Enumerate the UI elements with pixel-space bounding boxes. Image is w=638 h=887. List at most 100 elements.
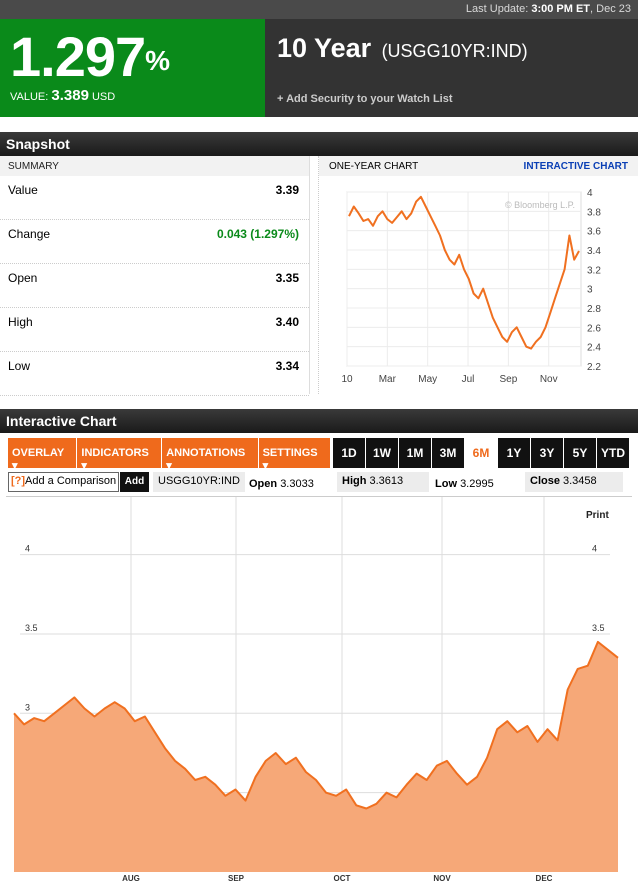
high-label: High: [342, 475, 367, 487]
y-tick-label: 3: [587, 285, 593, 296]
comparison-input[interactable]: [?]Add a Comparison: [8, 472, 119, 492]
range-button-5y[interactable]: 5Y: [564, 438, 597, 468]
one-year-chart: 4 3.8 3.6 3.4 3.2 3 2.8 2.6 2.4 2.2 10 Mar May Jul Sep…: [341, 188, 601, 385]
range-button-6m[interactable]: 6M: [465, 438, 498, 468]
range-button-1w[interactable]: 1W: [366, 438, 399, 468]
add-watchlist-link[interactable]: + Add Security to your Watch List: [277, 93, 453, 105]
x-tick-label: Mar: [379, 374, 397, 385]
price-line: [13, 640, 619, 810]
row-label: High: [8, 315, 33, 329]
security-ticker: (USGG10YR:IND): [381, 41, 528, 61]
summary-row-change: Change 0.043 (1.297%): [0, 220, 309, 264]
open-label: Open: [249, 477, 278, 490]
plot-frame: [346, 191, 582, 367]
x-tick-label: Sep: [499, 374, 517, 385]
security-panel: 10 Year (USGG10YR:IND) + Add Security to…: [265, 19, 638, 117]
snapshot-heading: Snapshot: [0, 132, 638, 156]
row-value: 3.40: [275, 315, 299, 329]
snapshot-section: SUMMARY Value 3.39 Change 0.043 (1.297%) O…: [0, 156, 638, 396]
security-title: 10 Year: [277, 33, 372, 63]
bloomberg-watermark: © Bloomberg L.P.: [505, 200, 575, 210]
comparison-placeholder: Add a Comparison: [25, 475, 117, 487]
x-tick-label: DEC: [536, 874, 553, 882]
annotations-menu[interactable]: ANNOTATIONS ▾: [162, 438, 259, 472]
y-tick-label: 3.6: [587, 227, 601, 238]
row-value: 3.35: [275, 271, 299, 285]
summary-row-open: Open 3.35: [0, 264, 309, 308]
row-label: Value: [8, 183, 38, 197]
quote-bar: [?]Add a Comparison Add USGG10YR:IND Ope…: [8, 471, 630, 493]
overlay-menu[interactable]: OVERLAY ▾: [8, 438, 78, 472]
range-buttons: 1D 1W 1M 3M 6M 1Y 3Y 5Y YTD: [333, 438, 630, 468]
summary-header: SUMMARY: [0, 156, 309, 176]
currency: USD: [91, 91, 116, 103]
percent-change: 1.297%: [10, 27, 265, 87]
help-icon[interactable]: [?]: [11, 475, 26, 487]
close-cell: Close 3.3458: [525, 472, 623, 492]
y-tick-label: 2.4: [587, 343, 601, 354]
one-year-chart-panel: ONE-YEAR CHART INTERACTIVE CHART 4 3.8 3.6…: [318, 156, 638, 394]
last-update-time: 3:00 PM ET: [531, 3, 591, 15]
summary-row-low: Low 3.34: [0, 352, 309, 396]
y-tick-label-left: 3: [25, 702, 30, 712]
row-value: 0.043 (1.297%): [216, 227, 299, 241]
low-value: 3.2995: [460, 477, 494, 490]
y-tick-label-right: 4: [592, 544, 597, 554]
y-tick-label-left: 3.5: [25, 623, 38, 633]
range-button-ytd[interactable]: YTD: [597, 438, 630, 468]
value-label: VALUE:: [10, 91, 49, 103]
high-cell: High 3.3613: [337, 472, 429, 492]
close-label: Close: [530, 475, 560, 487]
row-value: 3.34: [275, 359, 299, 373]
current-value: 3.389: [51, 87, 89, 104]
y-tick-label: 2.2: [587, 362, 601, 373]
summary-row-high: High 3.40: [0, 308, 309, 352]
x-tick-label: OCT: [334, 874, 351, 882]
one-year-chart-header: ONE-YEAR CHART INTERACTIVE CHART: [319, 156, 638, 176]
range-button-1y[interactable]: 1Y: [498, 438, 531, 468]
price-area: [14, 641, 618, 872]
one-year-line: [348, 195, 580, 350]
high-value: 3.3613: [369, 475, 404, 487]
x-tick-label: Nov: [540, 374, 558, 385]
y-tick-label: 3.2: [587, 265, 601, 276]
summary-row-value: Value 3.39: [0, 176, 309, 220]
value-line: VALUE: 3.389 USD: [10, 87, 265, 104]
x-tick-label: 10: [341, 374, 353, 385]
last-update-label: Last Update:: [465, 3, 529, 15]
percent-sign: %: [145, 45, 170, 76]
settings-menu[interactable]: SETTINGS ▾: [258, 438, 331, 472]
interactive-chart-link[interactable]: INTERACTIVE CHART: [523, 161, 628, 172]
x-tick-label: NOV: [433, 874, 451, 882]
change-panel: 1.297% VALUE: 3.389 USD: [0, 19, 265, 117]
open-cell: Open 3.3033: [249, 475, 333, 490]
open-value: 3.3033: [280, 477, 314, 490]
y-tick-label: 3.4: [587, 246, 601, 257]
y-tick-label: 2.8: [587, 304, 601, 315]
one-year-chart-title: ONE-YEAR CHART: [329, 161, 419, 172]
range-button-1m[interactable]: 1M: [399, 438, 432, 468]
x-tick-label: AUG: [122, 874, 140, 882]
range-button-3m[interactable]: 3M: [432, 438, 465, 468]
range-button-1d[interactable]: 1D: [333, 438, 366, 468]
indicators-menu[interactable]: INDICATORS ▾: [77, 438, 163, 472]
quote-header: 1.297% VALUE: 3.389 USD 10 Year (USGG10Y…: [0, 19, 638, 117]
row-value: 3.39: [275, 183, 299, 197]
low-cell: Low 3.2995: [435, 475, 521, 490]
range-button-3y[interactable]: 3Y: [531, 438, 564, 468]
y-tick-label: 2.6: [587, 323, 601, 334]
x-tick-label: SEP: [228, 874, 245, 882]
close-value: 3.3458: [562, 475, 597, 487]
y-tick-label-left: 4: [25, 544, 30, 554]
chart-toolbar: OVERLAY ▾ INDICATORS ▾ ANNOTATIONS ▾ SET…: [8, 438, 630, 472]
row-label: Change: [8, 227, 51, 241]
last-update-bar: Last Update: 3:00 PM ET, Dec 23: [0, 0, 638, 19]
row-label: Low: [8, 359, 31, 373]
row-label: Open: [8, 271, 38, 285]
add-comparison-button[interactable]: Add: [120, 472, 149, 492]
x-tick-label: Jul: [462, 374, 475, 385]
print-link[interactable]: Print: [586, 510, 609, 521]
y-tick-label-right: 3.5: [592, 623, 605, 633]
x-tick-label: May: [418, 374, 437, 385]
